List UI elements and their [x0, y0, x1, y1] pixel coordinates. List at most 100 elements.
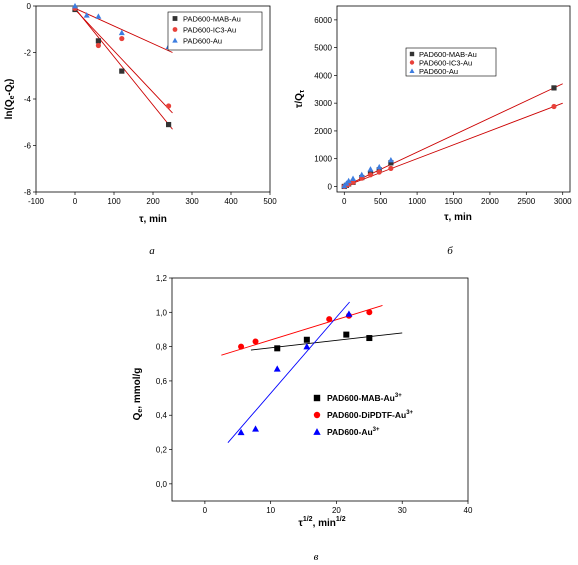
y-tick-label: -2	[24, 49, 32, 58]
data-point	[119, 68, 125, 74]
x-tick-label: 100	[107, 197, 121, 206]
data-point	[166, 103, 172, 109]
data-point	[273, 365, 281, 372]
chart-a-legend: PAD600-MAB-Au PAD600-IC3-Au PAD600-Au	[167, 11, 263, 51]
y-tick-label: -8	[24, 188, 32, 197]
data-point	[366, 335, 373, 342]
chart-a: -100 0 100 200 300 400 500 -8 -6 -4 -2 0 PAD600-MAB…	[4, 2, 277, 257]
data-point	[387, 156, 394, 163]
y-tick-label: 0,8	[156, 343, 168, 352]
fit-line	[344, 102, 563, 187]
x-tick-label: 2500	[517, 197, 535, 206]
x-tick-label: 500	[263, 197, 277, 206]
y-tick-label: 2000	[314, 127, 332, 136]
legend-sup: 3+	[395, 393, 402, 399]
legend-sup: 3+	[373, 427, 380, 433]
data-point	[343, 331, 350, 338]
legend-label: PAD600-IC3-Au	[183, 26, 236, 35]
y-tick-label: 0	[27, 2, 32, 11]
y-tick-label: -6	[24, 142, 32, 151]
chart-c-xlabel: τ1/2, min1/2	[298, 516, 345, 529]
legend-marker	[409, 51, 415, 57]
legend-marker	[313, 428, 321, 435]
y-tick-label: 0	[328, 182, 333, 191]
legend-marker	[172, 37, 178, 43]
data-point	[388, 160, 394, 166]
data-point	[345, 310, 353, 317]
x-tick-label: 0	[73, 197, 78, 206]
y-tick-label: 3000	[314, 99, 332, 108]
y-tick-label: 1,2	[156, 274, 168, 283]
chart-a-legend-box	[167, 11, 263, 51]
x-tick-label: -100	[28, 197, 45, 206]
legend-marker	[409, 68, 415, 73]
data-point	[303, 343, 311, 350]
data-point	[551, 103, 557, 110]
x-tick-label: 30	[398, 506, 407, 515]
data-point	[237, 428, 245, 436]
legend-label: PAD600-MAB-Au	[183, 15, 241, 24]
y-tick-label: 0,0	[156, 480, 168, 489]
y-tick-label: 0,6	[156, 377, 168, 386]
data-point	[303, 336, 310, 343]
data-point	[551, 85, 557, 91]
data-point	[367, 166, 374, 172]
data-point	[274, 345, 281, 352]
x-tick-label: 300	[185, 197, 199, 206]
x-tick-label: 1000	[408, 197, 426, 206]
legend-label: PAD600-Au3+	[327, 427, 380, 437]
chart-b-plot-frame	[336, 5, 571, 193]
y-tick-label: 0,4	[156, 411, 168, 420]
chart-b: 0 500 1000 1500 2000 2500 3000 0 1000 2000 3000 400…	[294, 5, 572, 257]
data-point	[367, 172, 374, 178]
data-point	[376, 169, 382, 175]
data-point	[358, 171, 365, 178]
data-point	[72, 2, 78, 9]
fit-line	[74, 9, 173, 114]
y-tick-label: 6000	[314, 16, 332, 25]
fit-line	[221, 305, 383, 356]
data-point	[238, 343, 245, 350]
fit-line	[250, 332, 403, 351]
legend-marker	[172, 16, 178, 21]
legend-marker	[172, 27, 178, 32]
x-tick-label: 20	[332, 506, 341, 515]
y-tick-label: 1000	[314, 155, 332, 164]
chart-b-legend-box	[405, 47, 497, 77]
data-point	[95, 42, 101, 49]
data-point	[252, 338, 259, 345]
legend-marker	[409, 60, 415, 65]
data-point	[345, 177, 352, 184]
chart-c-plot-frame	[171, 277, 469, 502]
chart-b-xlabel: τ, min	[444, 212, 472, 223]
y-tick-label: 0,2	[156, 446, 168, 455]
legend-label: PAD600-Au	[419, 67, 458, 76]
data-point	[83, 12, 90, 18]
data-point	[119, 35, 125, 42]
chart-c-legend: PAD600-MAB-Au3+ PAD600-DiPDTF-Au3+ PAD600-…	[306, 390, 446, 444]
x-tick-label: 0	[203, 506, 208, 515]
data-point	[166, 121, 172, 128]
legend-label: PAD600-MAB-Au3+	[327, 393, 402, 403]
data-point	[366, 309, 373, 316]
legend-label: PAD600-Au	[183, 37, 222, 46]
data-point	[95, 38, 101, 44]
x-tick-label: 0	[342, 197, 347, 206]
fit-line	[227, 301, 350, 443]
y-tick-label: -4	[24, 95, 32, 104]
x-tick-label: 200	[146, 197, 160, 206]
chart-a-ylabel: ln(Qe-Qt)	[4, 79, 16, 120]
x-tick-label: 10	[266, 506, 275, 515]
chart-a-xlabel: τ, min	[139, 214, 167, 225]
x-tick-label: 40	[464, 506, 473, 515]
chart-c: 0 10 20 30 40 0,0 0,2 0,4 0,6 0,8 1,0 1,2 PAD600-MA…	[132, 274, 473, 563]
data-point	[252, 425, 259, 432]
chart-b-panel-label: б	[447, 245, 453, 257]
chart-c-panel-label: в	[314, 551, 319, 563]
x-tick-label: 500	[374, 197, 388, 206]
x-tick-label: 2000	[481, 197, 499, 206]
legend-sup: 3+	[406, 410, 413, 416]
y-tick-label: 4000	[314, 71, 332, 80]
